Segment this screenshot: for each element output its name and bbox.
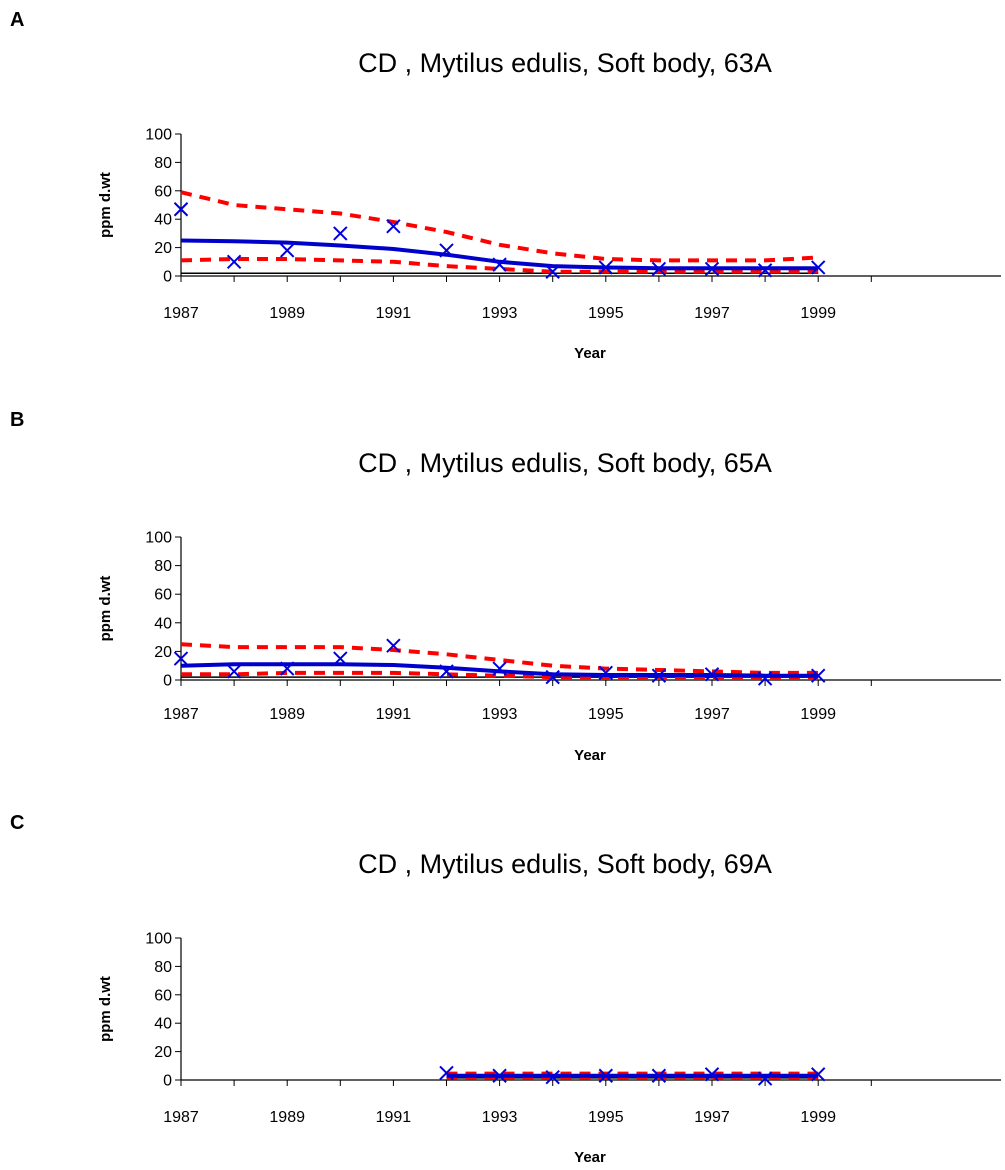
data-point-marker xyxy=(439,664,454,679)
data-point-marker xyxy=(492,257,507,272)
x-tick-label: 1995 xyxy=(588,706,624,723)
x-tick-label: 1995 xyxy=(588,305,624,322)
data-point-marker xyxy=(545,669,560,685)
x-tick-label: 1997 xyxy=(694,706,730,723)
data-point-marker xyxy=(439,243,454,258)
data-point-marker xyxy=(545,264,560,279)
data-point-marker xyxy=(439,1065,454,1081)
y-axis-title: ppm d.wt xyxy=(97,576,114,642)
data-point-marker xyxy=(810,668,826,683)
data-point-marker xyxy=(704,667,720,682)
y-tick-label: 40 xyxy=(154,212,172,229)
data-point-marker xyxy=(279,661,295,676)
x-tick-label: 1993 xyxy=(482,1109,518,1126)
y-tick-label: 0 xyxy=(163,269,172,286)
x-tick-label: 1987 xyxy=(163,1109,199,1126)
data-point-marker xyxy=(545,1069,560,1085)
data-point-marker xyxy=(810,260,826,275)
x-tick-label: 1989 xyxy=(269,305,305,322)
x-tick-label: 1991 xyxy=(376,706,412,723)
y-tick-label: 100 xyxy=(145,931,172,948)
y-axis-title: ppm d.wt xyxy=(97,976,114,1042)
data-point-marker xyxy=(651,1068,667,1083)
y-tick-label: 100 xyxy=(145,127,172,144)
x-axis-title: Year xyxy=(574,1149,606,1166)
data-point-marker xyxy=(598,665,614,681)
x-tick-label: 1991 xyxy=(376,305,412,322)
x-tick-label: 1999 xyxy=(800,1109,836,1126)
data-point-marker xyxy=(704,1067,720,1082)
y-tick-label: 40 xyxy=(154,615,172,632)
x-tick-label: 1991 xyxy=(376,1109,412,1126)
x-axis-title: Year xyxy=(574,747,606,764)
y-tick-label: 100 xyxy=(145,530,172,547)
data-point-marker xyxy=(226,254,242,270)
x-axis-title: Year xyxy=(574,345,606,362)
x-tick-label: 1987 xyxy=(163,305,199,322)
x-tick-label: 1989 xyxy=(269,706,305,723)
data-point-marker xyxy=(598,1068,614,1083)
y-axis-title: ppm d.wt xyxy=(97,172,114,238)
data-point-marker xyxy=(651,261,667,277)
y-tick-label: 0 xyxy=(163,673,172,690)
data-point-marker xyxy=(173,651,189,666)
y-tick-label: 60 xyxy=(154,587,172,604)
panel-letter: B xyxy=(10,409,24,431)
chart-panel-a: A CD , Mytilus edulis, Soft body, 63A 0 20 4… xyxy=(10,9,1001,362)
y-tick-label: 0 xyxy=(163,1073,172,1090)
data-point-marker xyxy=(757,263,773,278)
data-point-marker xyxy=(492,661,507,676)
data-point-marker xyxy=(492,1068,507,1083)
y-tick-label: 80 xyxy=(154,155,172,172)
data-point-marker xyxy=(810,1067,826,1082)
data-point-marker xyxy=(333,226,348,241)
panel-letter: C xyxy=(10,812,24,834)
y-tick-label: 60 xyxy=(154,987,172,1004)
data-point-marker xyxy=(651,668,667,683)
data-point-marker xyxy=(333,651,348,666)
data-point-marker xyxy=(386,638,401,653)
chart-title: CD , Mytilus edulis, Soft body, 69A xyxy=(358,849,772,879)
data-point-marker xyxy=(757,671,773,686)
data-point-marker xyxy=(704,261,720,277)
y-tick-label: 80 xyxy=(154,558,172,575)
x-tick-label: 1999 xyxy=(800,706,836,723)
data-point-marker xyxy=(757,1071,773,1086)
y-tick-label: 20 xyxy=(154,644,172,661)
chart-panel-b: B CD , Mytilus edulis, Soft body, 65A 0 20 4… xyxy=(10,409,1001,764)
y-tick-label: 60 xyxy=(154,183,172,200)
chart-title: CD , Mytilus edulis, Soft body, 65A xyxy=(358,448,772,478)
y-tick-label: 40 xyxy=(154,1016,172,1033)
data-point-marker xyxy=(279,243,295,258)
y-tick-label: 20 xyxy=(154,240,172,257)
panel-letter: A xyxy=(10,9,24,31)
data-point-marker xyxy=(226,664,242,679)
x-tick-label: 1997 xyxy=(694,1109,730,1126)
confidence-band-line xyxy=(180,190,819,263)
x-tick-label: 1995 xyxy=(588,1109,624,1126)
confidence-band-line xyxy=(180,642,819,675)
x-tick-label: 1999 xyxy=(800,305,836,322)
chart-title: CD , Mytilus edulis, Soft body, 63A xyxy=(358,48,772,78)
x-tick-label: 1993 xyxy=(482,706,518,723)
data-point-marker xyxy=(386,219,401,234)
x-tick-label: 1987 xyxy=(163,706,199,723)
x-tick-label: 1993 xyxy=(482,305,518,322)
x-tick-label: 1989 xyxy=(269,1109,305,1126)
data-point-marker xyxy=(598,260,614,275)
chart-panel-c: C CD , Mytilus edulis, Soft body, 69A 0 20 4… xyxy=(10,812,1001,1166)
x-tick-label: 1997 xyxy=(694,305,730,322)
data-point-marker xyxy=(173,202,189,217)
y-tick-label: 80 xyxy=(154,959,172,976)
y-tick-label: 20 xyxy=(154,1044,172,1061)
